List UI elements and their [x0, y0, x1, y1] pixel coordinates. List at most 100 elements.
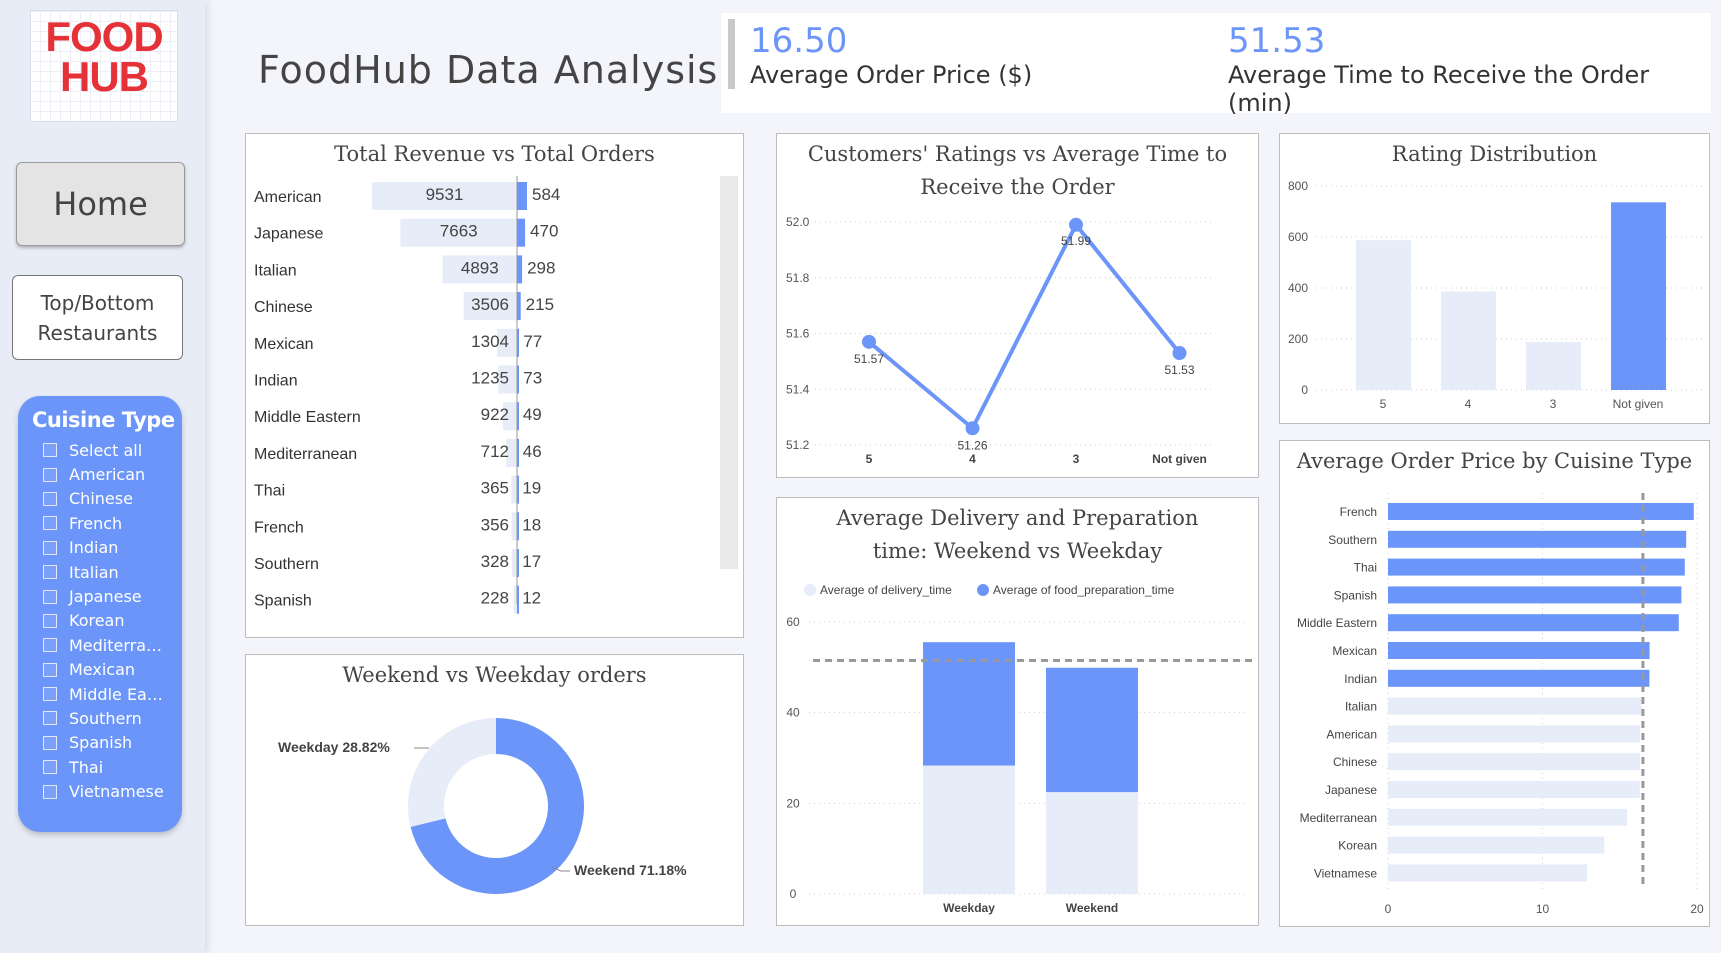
checkbox-icon[interactable] — [43, 784, 57, 799]
slicer-item[interactable]: Spanish — [18, 731, 182, 755]
checkbox-icon[interactable] — [43, 443, 57, 458]
category-label: Mexican — [1332, 644, 1377, 658]
data-label: 51.57 — [854, 352, 884, 366]
slicer-item-label: Select all — [69, 440, 143, 460]
y-tick-label: 0 — [790, 887, 797, 901]
slice-label: Weekend 71.18% — [574, 862, 687, 878]
revenue-value-label: 1304 — [471, 332, 509, 351]
legend-marker — [977, 584, 989, 596]
checkbox-icon[interactable] — [43, 735, 57, 750]
revenue-orders-chart: American 9531 584 Japanese 7663 470 Italian 489… — [254, 176, 738, 614]
x-tick-label: 0 — [1385, 902, 1392, 916]
checkbox-icon[interactable] — [43, 687, 57, 702]
category-label: American — [254, 189, 322, 206]
slicer-item[interactable]: Mediterra… — [18, 633, 182, 657]
category-label: Middle Eastern — [254, 409, 361, 426]
slicer-item-label: Vietnamese — [69, 782, 164, 802]
slicer-item[interactable]: Thai — [18, 755, 182, 779]
slicer-item[interactable]: French — [18, 511, 182, 535]
revenue-bar — [512, 549, 517, 577]
delivery-bar — [923, 765, 1015, 894]
orders-bar — [517, 549, 519, 577]
kpi-panel: 16.50 Average Order Price ($) 51.53 Aver… — [721, 13, 1711, 117]
category-label: Thai — [1354, 561, 1377, 575]
top-bottom-restaurants-button[interactable]: Top/Bottom Restaurants — [12, 275, 183, 360]
category-label: Italian — [1345, 700, 1377, 714]
chart-title: Average Order Price by Cuisine Type — [1296, 449, 1693, 473]
kpi-avg-time-value: 51.53 — [1228, 21, 1326, 61]
x-tick-label: 5 — [1380, 397, 1387, 411]
checkbox-icon[interactable] — [43, 516, 57, 531]
delivery-prep-chart: Average of delivery_time Average of food_… — [786, 583, 1253, 915]
checkbox-icon[interactable] — [43, 711, 57, 726]
page-title: FoodHub Data Analysis — [258, 48, 719, 92]
slicer-item[interactable]: Southern — [18, 706, 182, 730]
orders-value-label: 215 — [526, 295, 554, 314]
checkbox-icon[interactable] — [43, 467, 57, 482]
slicer-item[interactable]: Middle Ea… — [18, 682, 182, 706]
checkbox-icon[interactable] — [43, 760, 57, 775]
rating-bar — [1356, 240, 1411, 390]
legend-label: Average of delivery_time — [820, 583, 952, 597]
x-tick-label: 5 — [866, 452, 873, 466]
checkbox-icon[interactable] — [43, 662, 57, 677]
data-label: 51.26 — [957, 438, 987, 452]
slicer-item[interactable]: Italian — [18, 560, 182, 584]
orders-value-label: 470 — [530, 222, 558, 241]
kpi-avg-order-price-value: 16.50 — [750, 21, 848, 61]
price-bar — [1388, 808, 1628, 826]
category-label: Chinese — [1333, 755, 1377, 769]
checkbox-icon[interactable] — [43, 491, 57, 506]
checkbox-icon[interactable] — [43, 540, 57, 555]
slicer-item[interactable]: American — [18, 462, 182, 486]
cuisine-type-slicer: Cuisine Type Select all American Chinese Fr… — [18, 396, 182, 832]
slicer-title: Cuisine Type — [32, 408, 175, 432]
home-button[interactable]: Home — [16, 162, 185, 246]
kpi-avg-time-label: Average Time to Receive the Order (min) — [1228, 61, 1650, 117]
category-label: French — [1340, 505, 1377, 519]
slicer-item[interactable]: Korean — [18, 609, 182, 633]
slicer-item[interactable]: Mexican — [18, 658, 182, 682]
slicer-item[interactable]: Select all — [18, 438, 182, 462]
delivery-prep-card: Average Delivery and Preparation time: W… — [776, 497, 1259, 926]
slicer-item[interactable]: Indian — [18, 536, 182, 560]
orders-value-label: 49 — [523, 405, 542, 424]
weekend-weekday-donut: Weekday 28.82% Weekend 71.18% — [278, 718, 687, 894]
slicer-item-label: Thai — [69, 757, 104, 777]
price-bar — [1388, 864, 1587, 882]
x-tick-label: 3 — [1073, 452, 1080, 466]
donut-slice — [408, 718, 496, 827]
category-label: Vietnamese — [1314, 866, 1377, 880]
y-tick-label: 20 — [786, 796, 800, 810]
category-label: Italian — [254, 262, 297, 279]
slicer-item[interactable]: Chinese — [18, 487, 182, 511]
slicer-item-label: Japanese — [69, 587, 142, 607]
orders-bar — [517, 182, 527, 210]
data-label: 51.53 — [1164, 363, 1194, 377]
rating-distribution-card: Rating Distribution 0 200 400 600 800 5 4 3 Not … — [1279, 133, 1710, 424]
checkbox-icon[interactable] — [43, 589, 57, 604]
chart-title: Customers' Ratings vs Average Time to Re… — [807, 142, 1228, 199]
category-label: Mediterranean — [254, 446, 357, 463]
revenue-value-label: 712 — [481, 442, 509, 461]
series-line — [867, 221, 1182, 432]
slicer-item[interactable]: Japanese — [18, 584, 182, 608]
data-point — [1069, 217, 1083, 232]
leader-line — [550, 866, 570, 872]
legend-label: Average of food_preparation_time — [993, 583, 1175, 597]
category-label: Mediterranean — [1300, 811, 1377, 825]
revenue-bar — [463, 292, 517, 321]
checkbox-icon[interactable] — [43, 565, 57, 580]
orders-value-label: 46 — [523, 442, 542, 461]
y-tick-label: 200 — [1288, 332, 1308, 346]
slice-label: Weekday 28.82% — [278, 739, 390, 755]
price-bar — [1388, 781, 1640, 798]
checkbox-icon[interactable] — [43, 638, 57, 653]
category-label: Japanese — [1325, 783, 1377, 797]
slicer-item[interactable]: Vietnamese — [18, 779, 182, 803]
x-tick-label: Weekend — [1066, 901, 1118, 915]
checkbox-icon[interactable] — [43, 613, 57, 628]
kpi-avg-order-price-label: Average Order Price ($) — [750, 61, 1033, 89]
orders-bar — [517, 512, 519, 541]
orders-bar — [517, 585, 519, 614]
